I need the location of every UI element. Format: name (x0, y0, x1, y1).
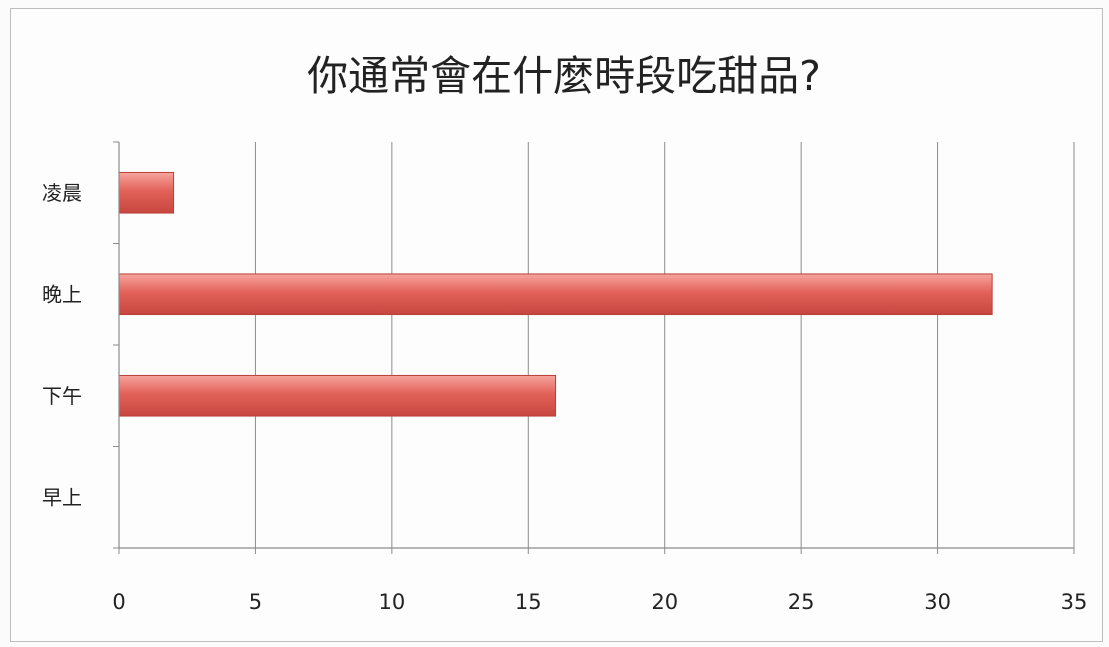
x-tick-label: 25 (788, 590, 815, 614)
x-tick-label: 35 (1061, 590, 1088, 614)
chart-frame (10, 8, 1103, 642)
axes (113, 141, 1075, 554)
category-label: 下午 (42, 384, 82, 408)
x-tick-label: 10 (378, 590, 405, 614)
labels: 0 5 10 15 20 25 30 35 早上 下午 晚上 凌晨 (42, 181, 1087, 614)
category-label: 凌晨 (42, 181, 82, 205)
bars (118, 171, 993, 417)
bar-2 (118, 273, 993, 316)
bar-1 (118, 374, 557, 417)
x-tick-label: 15 (515, 590, 542, 614)
x-tick-label: 20 (651, 590, 678, 614)
x-tick-label: 5 (249, 590, 262, 614)
category-label: 早上 (42, 485, 82, 509)
gridlines (254, 142, 1075, 548)
chart-title: 你通常會在什麼時段吃甜品? (307, 52, 821, 100)
x-tick-label: 0 (112, 590, 125, 614)
bar-3 (118, 171, 175, 214)
category-label: 晚上 (42, 282, 82, 306)
x-tick-label: 30 (924, 590, 951, 614)
